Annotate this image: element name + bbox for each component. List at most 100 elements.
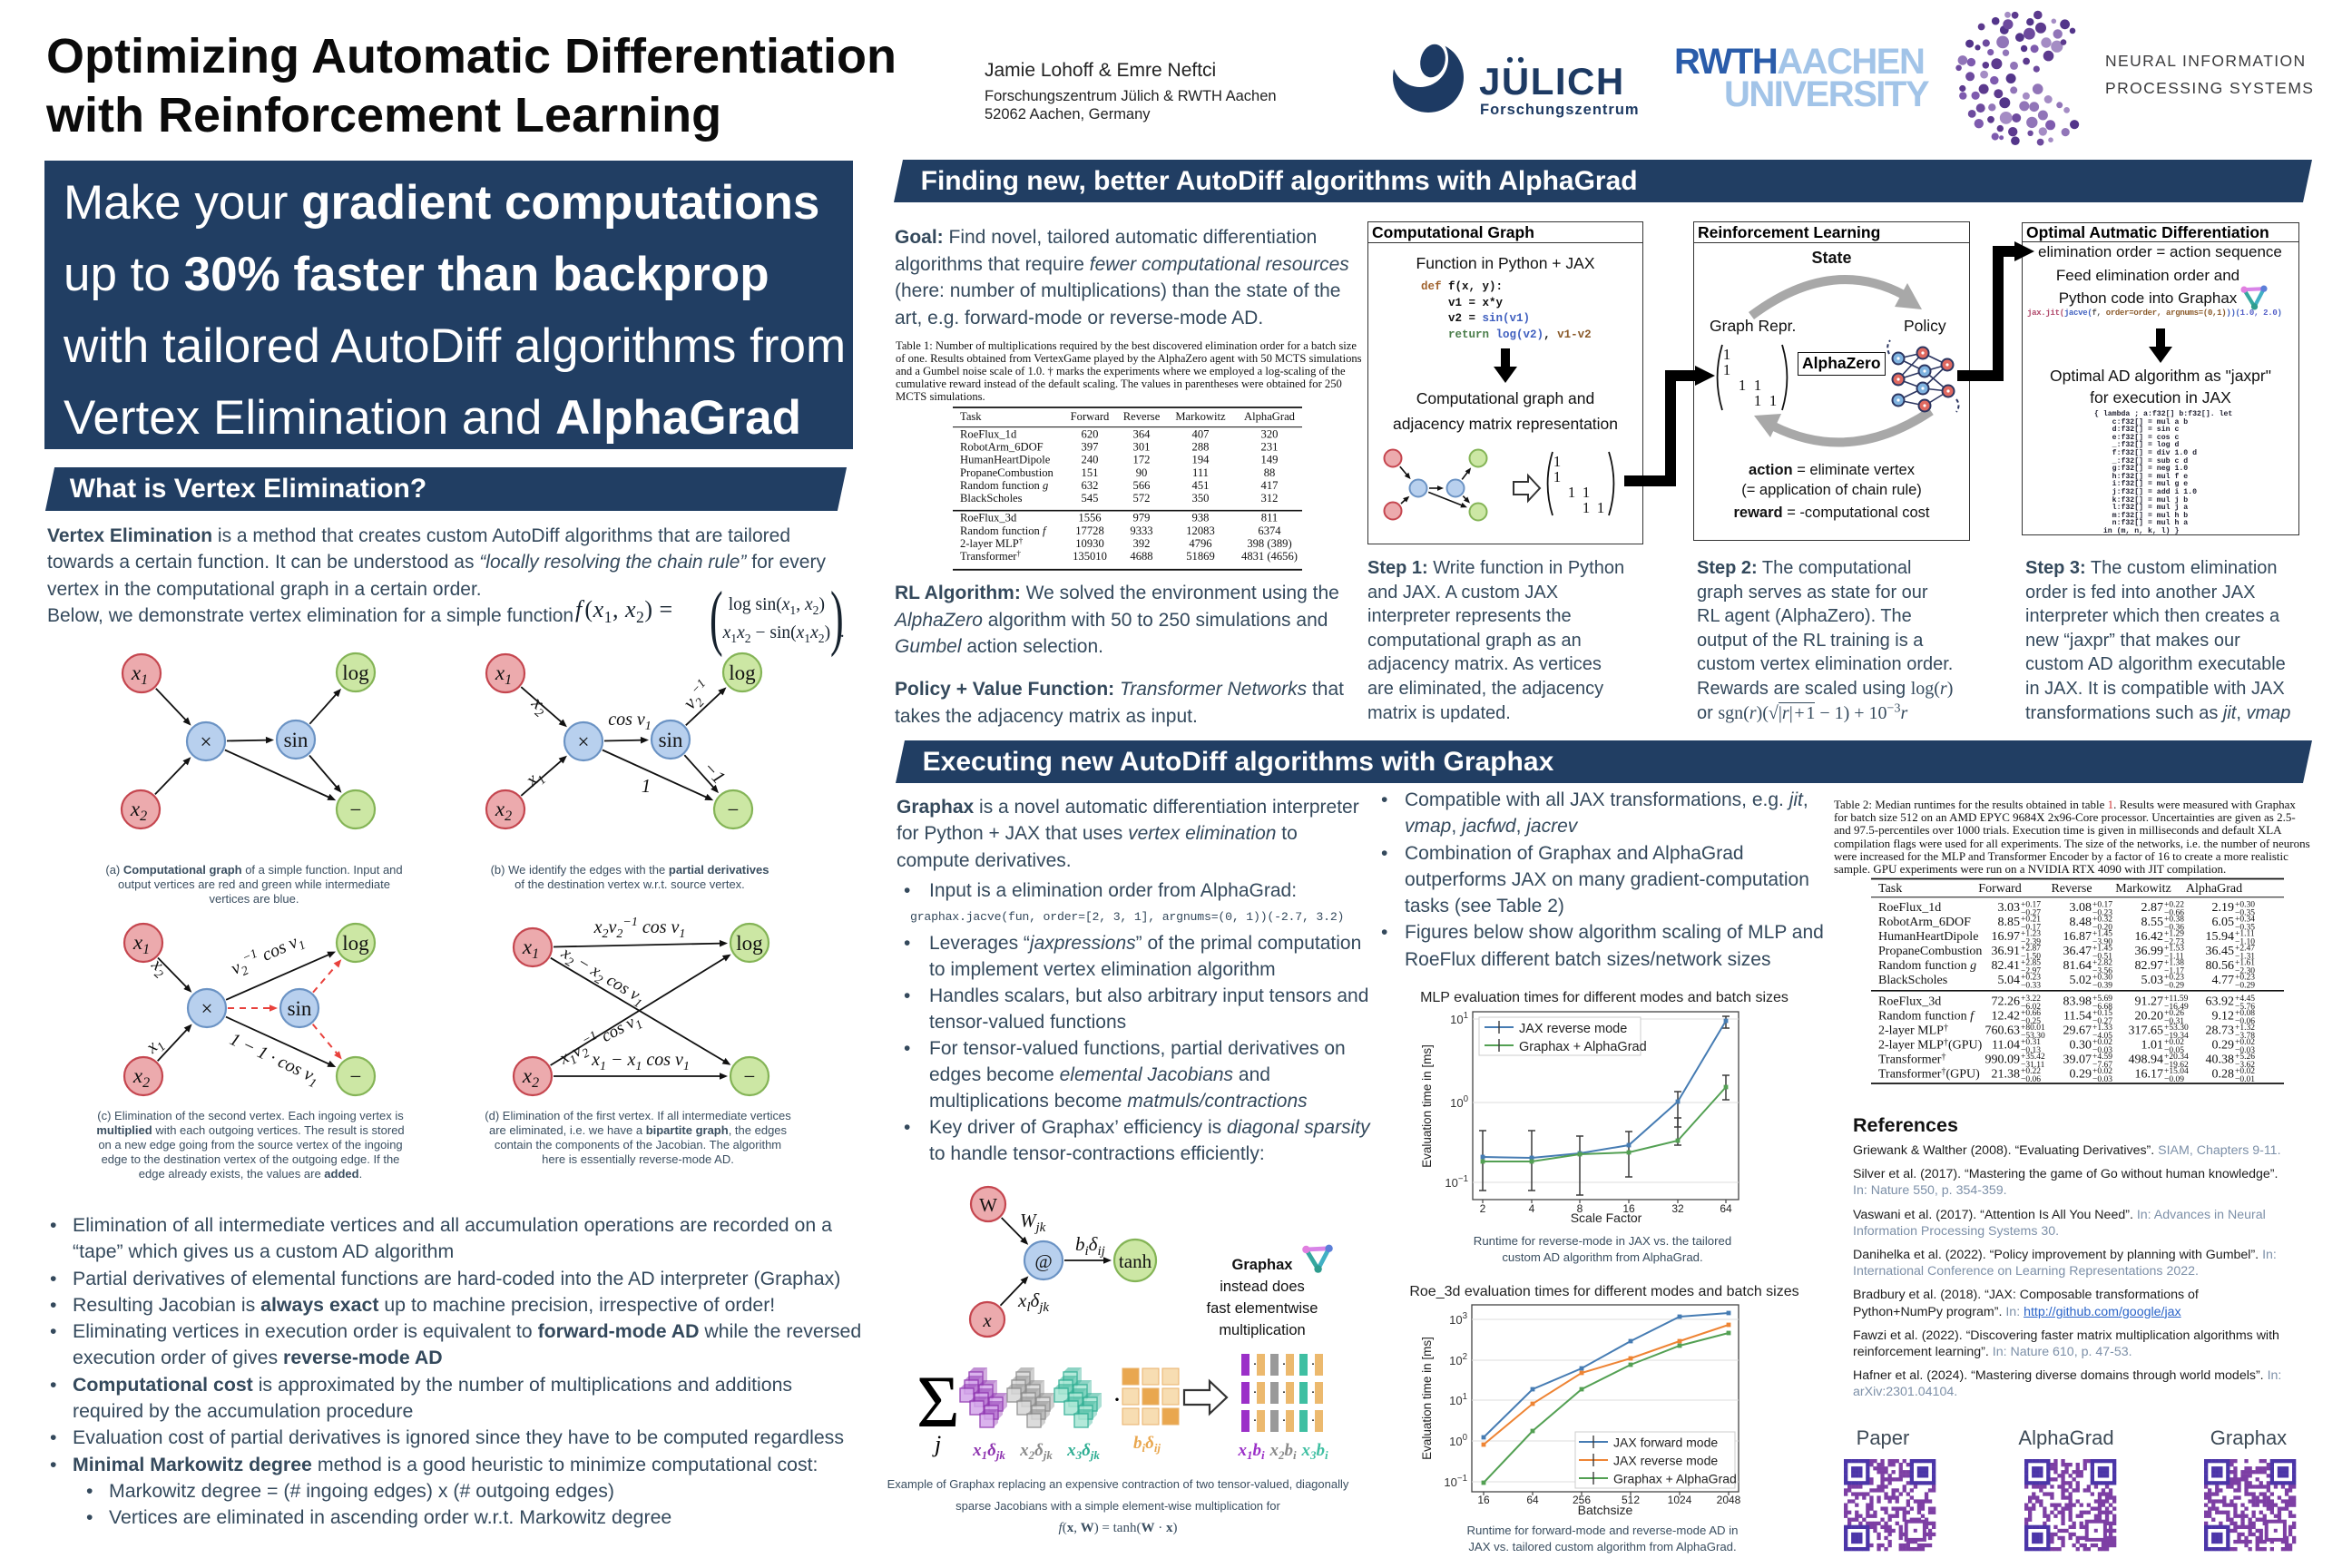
svg-text:36.47: 36.47: [2063, 945, 2092, 958]
svg-text:biδij: biδij: [1133, 1434, 1161, 1455]
svg-text:−0.27: −0.27: [2021, 909, 2041, 918]
svg-text:2: 2: [1480, 1202, 1486, 1215]
svg-text:RoeFlux_1d: RoeFlux_1d: [1878, 901, 1941, 915]
svg-text:312: 312: [1261, 492, 1279, 505]
svg-text:+0.02: +0.02: [2092, 1038, 2112, 1047]
svg-text:−0.39: −0.39: [2092, 982, 2112, 991]
svg-text:16.42: 16.42: [2135, 930, 2164, 944]
svg-text:−0.17: −0.17: [2021, 924, 2041, 933]
svg-text:16: 16: [1477, 1494, 1490, 1506]
svg-text:979: 979: [1133, 512, 1151, 524]
svg-text:Markowitz: Markowitz: [1175, 410, 1226, 423]
svg-text:−16.49: −16.49: [2164, 1003, 2189, 1012]
svg-text:5.04: 5.04: [1998, 974, 2021, 987]
svg-text:Evaluation time in [ms]: Evaluation time in [ms]: [1420, 1337, 1434, 1460]
svg-text:Transformer†: Transformer†: [1878, 1053, 1945, 1067]
svg-text:12.42: 12.42: [1992, 1010, 2021, 1024]
svg-text:6374: 6374: [1258, 524, 1281, 537]
svg-text:W: W: [979, 1194, 997, 1216]
svg-text:−19.34: −19.34: [2164, 1032, 2189, 1041]
svg-text:+0.30: +0.30: [2092, 974, 2112, 983]
svg-text:392: 392: [1133, 537, 1151, 550]
svg-text:512: 512: [1622, 1494, 1640, 1506]
svg-text:64: 64: [1720, 1202, 1732, 1215]
svg-text:82.97: 82.97: [2135, 959, 2164, 973]
svg-text:·: ·: [1253, 1386, 1258, 1400]
svg-text:91.27: 91.27: [2135, 995, 2164, 1009]
svg-text:AlphaGrad: AlphaGrad: [2186, 882, 2242, 896]
svg-text:64: 64: [1526, 1494, 1539, 1506]
svg-text:+0.02: +0.02: [2092, 1067, 2112, 1076]
svg-text:10930: 10930: [1075, 537, 1103, 550]
svg-text:·: ·: [1253, 1414, 1258, 1428]
svg-text:+1.61: +1.61: [2235, 959, 2255, 968]
svg-text:Reverse: Reverse: [2051, 882, 2092, 896]
svg-text:−1.10: −1.10: [2235, 938, 2255, 947]
svg-text:−0.33: −0.33: [2021, 982, 2041, 991]
svg-text:8.48: 8.48: [2070, 916, 2092, 929]
svg-text:BlackScholes: BlackScholes: [960, 492, 1023, 505]
svg-text:2.19: 2.19: [2212, 901, 2235, 915]
svg-text:Transformer†: Transformer†: [960, 549, 1022, 563]
svg-text:−19.62: −19.62: [2164, 1061, 2189, 1070]
svg-text:+4.45: +4.45: [2235, 995, 2255, 1004]
svg-text:Random function g: Random function g: [1878, 959, 1976, 973]
svg-text:16.87: 16.87: [2063, 930, 2092, 944]
svg-text:9333: 9333: [1130, 524, 1152, 537]
svg-text:+1.32: +1.32: [2235, 1024, 2255, 1033]
svg-text:Random function f: Random function f: [1878, 1010, 1975, 1024]
svg-text:@: @: [1034, 1250, 1052, 1272]
svg-text:+5.26: +5.26: [2235, 1053, 2255, 1062]
svg-text:+2.87: +2.87: [2021, 945, 2041, 954]
svg-text:−0.36: −0.36: [2164, 924, 2184, 933]
svg-text:21.38: 21.38: [1992, 1068, 2021, 1082]
svg-text:Reverse: Reverse: [1123, 410, 1161, 423]
svg-text:sin: sin: [659, 729, 683, 751]
svg-text:×: ×: [201, 730, 212, 753]
svg-text:350: 350: [1192, 492, 1210, 505]
svg-text:·: ·: [1311, 1357, 1316, 1372]
svg-text:231: 231: [1261, 441, 1279, 454]
svg-text:j: j: [932, 1431, 941, 1457]
svg-text:MLP evaluation times for diffe: MLP evaluation times for different modes…: [1420, 990, 1788, 1005]
svg-text:10−1: 10−1: [1444, 1474, 1467, 1489]
svg-text:BlackScholes: BlackScholes: [1878, 974, 1947, 987]
svg-text:111: 111: [1192, 466, 1209, 479]
svg-text:Random function f: Random function f: [960, 524, 1047, 537]
svg-text:HumanHeartDipole: HumanHeartDipole: [960, 454, 1051, 466]
svg-text:+1.45: +1.45: [2092, 930, 2112, 939]
svg-text:−31.11: −31.11: [2021, 1061, 2045, 1070]
svg-text:151: 151: [1082, 466, 1099, 479]
svg-text:8: 8: [1577, 1202, 1583, 1215]
svg-text:+0.02: +0.02: [2235, 1067, 2255, 1076]
svg-text:990.09: 990.09: [1985, 1054, 2021, 1067]
svg-text:1: 1: [1754, 377, 1762, 394]
svg-text:4796: 4796: [1189, 537, 1211, 550]
svg-text:1: 1: [642, 775, 652, 797]
svg-text:1: 1: [1739, 377, 1747, 394]
svg-text:8.85: 8.85: [1998, 916, 2021, 929]
svg-text:397: 397: [1082, 441, 1099, 454]
svg-text:v2−1: v2−1: [679, 677, 718, 716]
svg-text:36.45: 36.45: [2206, 945, 2235, 958]
svg-text:−3.56: −3.56: [2092, 967, 2112, 976]
svg-text:102: 102: [1449, 1352, 1467, 1367]
svg-text:417: 417: [1261, 479, 1279, 492]
svg-text:·: ·: [1311, 1386, 1316, 1400]
svg-text:−0.06: −0.06: [2235, 1017, 2255, 1026]
svg-text:tanh: tanh: [1119, 1250, 1152, 1272]
svg-text:1: 1: [1553, 453, 1562, 470]
svg-text:+1.45: +1.45: [2092, 945, 2112, 954]
svg-text:572: 572: [1133, 492, 1151, 505]
svg-text:36.91: 36.91: [1992, 945, 2021, 958]
svg-text:632: 632: [1082, 479, 1099, 492]
svg-text:−: −: [744, 1065, 756, 1088]
svg-text:320: 320: [1261, 428, 1279, 441]
svg-text:+53.30: +53.30: [2164, 1024, 2189, 1033]
svg-text:x3δjk: x3δjk: [1066, 1441, 1100, 1462]
svg-text:JAX forward mode: JAX forward mode: [1613, 1436, 1718, 1450]
svg-text:−: −: [350, 799, 362, 821]
svg-text:biδij: biδij: [1075, 1233, 1105, 1259]
svg-text:−: −: [728, 799, 740, 821]
svg-text:811: 811: [1261, 512, 1278, 524]
